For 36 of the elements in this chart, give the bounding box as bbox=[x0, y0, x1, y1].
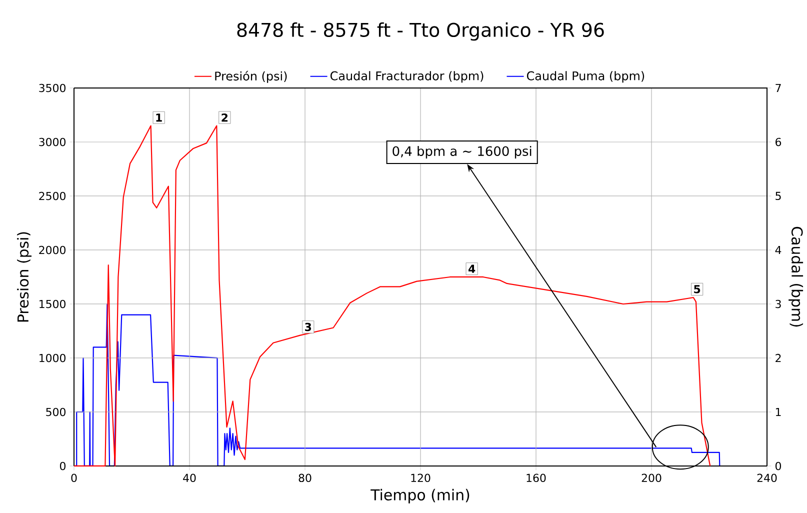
x-tick-label: 200 bbox=[642, 474, 662, 482]
annotation: 1 bbox=[156, 114, 162, 122]
legend-label: Caudal Fracturador (bpm) bbox=[330, 71, 484, 83]
x-axis-title: Tiempo (min) bbox=[370, 488, 470, 504]
chart-title: 8478 ft - 8575 ft - Tto Organico - YR 96 bbox=[237, 22, 604, 41]
y-tick-label: 2000 bbox=[39, 246, 66, 254]
y-tick-label: 1500 bbox=[40, 300, 66, 308]
x-tick-label: 240 bbox=[757, 474, 777, 482]
y2-tick-label: 2 bbox=[776, 354, 781, 362]
x-tick-label: 80 bbox=[298, 474, 312, 482]
y2-tick-label: 3 bbox=[776, 300, 781, 308]
annotation: 0,4 bpm a ~ 1600 psi bbox=[392, 146, 532, 159]
y-tick-label: 3000 bbox=[39, 138, 66, 146]
legend-label: Caudal Puma (bpm) bbox=[526, 71, 644, 83]
y-tick-label: 0 bbox=[60, 462, 66, 470]
x-tick-label: 0 bbox=[71, 474, 77, 482]
x-tick-label: 160 bbox=[526, 474, 546, 482]
legend-label: Presión (psi) bbox=[215, 70, 287, 83]
annotation: 4 bbox=[468, 264, 476, 273]
annotation: 3 bbox=[305, 322, 312, 332]
y-tick-label: 1000 bbox=[40, 354, 66, 362]
y2-tick-label: 4 bbox=[775, 246, 782, 254]
annotation: 5 bbox=[694, 285, 700, 294]
y-axis-title: Presion (psi) bbox=[17, 232, 32, 322]
x-tick-label: 40 bbox=[183, 474, 196, 482]
y-tick-label: 2500 bbox=[39, 192, 66, 200]
y2-tick-label: 0 bbox=[776, 462, 782, 470]
y2-tick-label: 1 bbox=[776, 408, 781, 416]
y2-tick-label: 6 bbox=[776, 138, 782, 146]
x-tick-label: 120 bbox=[411, 474, 430, 482]
y-tick-label: 3500 bbox=[39, 84, 66, 92]
y-tick-label: 500 bbox=[46, 408, 66, 416]
y2-axis-title: Caudal (bpm) bbox=[788, 226, 804, 327]
annotation: 2 bbox=[222, 113, 228, 122]
y2-tick-label: 7 bbox=[776, 84, 781, 92]
y2-tick-label: 5 bbox=[776, 192, 781, 200]
